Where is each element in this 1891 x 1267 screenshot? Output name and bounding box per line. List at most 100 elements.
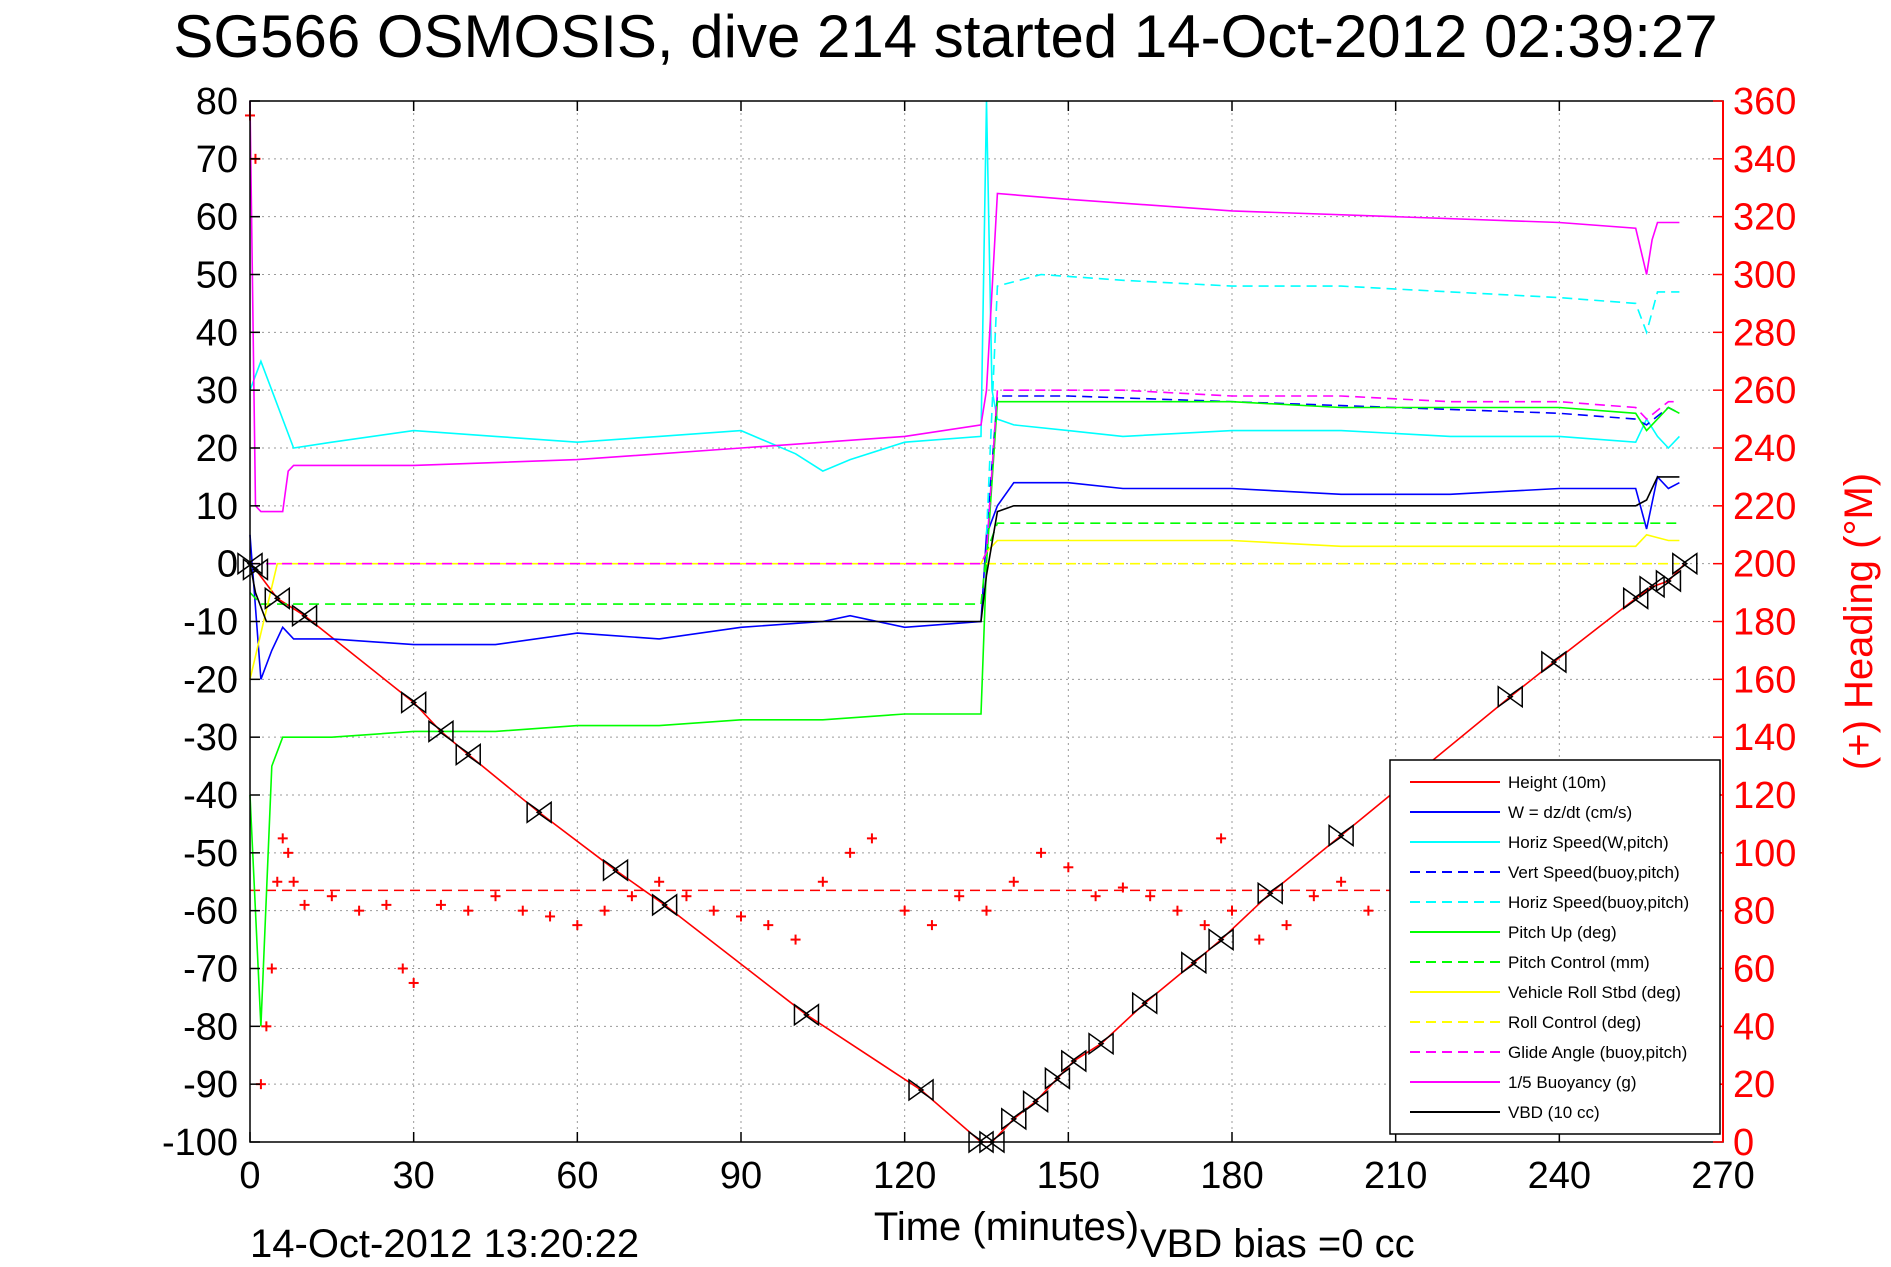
height-marker	[1001, 1107, 1027, 1131]
height-marker-left-triangle	[1010, 1107, 1027, 1131]
height-marker-right-triangle	[1044, 1066, 1061, 1090]
y-tick-label: -70	[183, 949, 238, 991]
heading-point	[708, 905, 719, 916]
height-marker-right-triangle	[1181, 951, 1198, 975]
series-1-5-buoyancy-g	[249, 100, 1680, 513]
y-tick-label: -20	[183, 659, 238, 701]
heading-point	[261, 1021, 272, 1032]
heading-point	[435, 899, 446, 910]
x-tick-label: 150	[1037, 1155, 1100, 1197]
height-marker-right-triangle	[1639, 575, 1656, 599]
y-tick-label: 20	[196, 428, 238, 470]
heading-point	[299, 899, 310, 910]
legend-box	[1389, 759, 1721, 1135]
height-marker	[1257, 881, 1283, 905]
height-marker-right-triangle	[1088, 1032, 1105, 1056]
height-marker-right-triangle	[1328, 824, 1345, 847]
series-horiz-speed-w-pitch	[249, 100, 1680, 472]
height-marker	[291, 604, 318, 628]
heading-point	[354, 905, 365, 916]
series-horiz-speed-buoy-pitch	[985, 273, 1680, 535]
heading-point	[654, 876, 665, 887]
heading-point	[463, 905, 474, 916]
heading-point	[899, 905, 910, 916]
x-tick-label: 30	[393, 1155, 435, 1197]
height-marker-right-triangle	[908, 1078, 925, 1102]
y2-tick-label: 220	[1733, 486, 1796, 528]
y-tick-label: 30	[196, 370, 238, 412]
heading-point	[1117, 882, 1128, 893]
height-marker	[526, 800, 552, 824]
height-marker-left-triangle	[1097, 1032, 1114, 1056]
height-marker-right-triangle	[1257, 881, 1274, 905]
heading-point	[736, 911, 746, 922]
heading-point	[545, 911, 556, 922]
heading-point	[1227, 905, 1237, 916]
height-marker	[1044, 1066, 1071, 1090]
height-marker	[428, 719, 454, 743]
y-tick-label: -50	[183, 833, 238, 875]
legend-label: Horiz Speed(buoy,pitch)	[1508, 893, 1689, 912]
height-marker-left-triangle	[661, 893, 678, 917]
height-marker-left-triangle	[437, 719, 454, 743]
heading-point	[763, 920, 774, 931]
height-marker-right-triangle	[1022, 1090, 1039, 1113]
chart-title: SG566 OSMOSIS, dive 214 started 14-Oct-2…	[173, 3, 1718, 70]
heading-point	[1008, 876, 1019, 887]
height-marker-left-triangle	[803, 1003, 820, 1027]
legend-label: Glide Angle (buoy,pitch)	[1508, 1043, 1687, 1062]
legend: Height (10m) W = dz/dt (cm/s) Horiz Speed(…	[1389, 759, 1721, 1135]
height-marker	[1022, 1090, 1049, 1113]
y-tick-label: -100	[162, 1122, 238, 1164]
series-vert-speed-buoy-pitch	[985, 395, 1680, 535]
height-marker-left-triangle	[1032, 1090, 1049, 1113]
height-marker	[793, 1003, 820, 1027]
x-tick-label: 120	[873, 1155, 936, 1197]
x-axis-label: Time (minutes)	[874, 1205, 1139, 1249]
series-glide-angle-buoy-pitch	[250, 389, 1680, 565]
height-marker	[1655, 569, 1682, 593]
y-tick-label: -10	[183, 602, 238, 644]
legend-label: Pitch Up (deg)	[1508, 923, 1617, 942]
heading-point	[266, 963, 277, 974]
heading-point	[1336, 876, 1347, 887]
heading-point	[1036, 847, 1047, 858]
y-tick-label: 10	[196, 486, 238, 528]
y2-tick-label: 120	[1733, 775, 1796, 817]
height-marker-right-triangle	[428, 719, 445, 743]
height-marker-left-triangle	[1054, 1066, 1071, 1090]
y2-tick-label: 180	[1733, 602, 1796, 644]
height-marker-left-triangle	[1337, 824, 1354, 847]
height-marker-right-triangle	[1541, 650, 1558, 674]
y-tick-label: 70	[196, 139, 238, 181]
legend-label: Horiz Speed(W,pitch)	[1508, 833, 1669, 852]
height-marker-left-triangle	[1681, 552, 1698, 576]
heading-point	[288, 876, 299, 887]
height-marker-right-triangle	[1497, 685, 1514, 709]
heading-point	[1090, 891, 1101, 902]
y-tick-label: 0	[217, 544, 238, 586]
heading-point	[272, 876, 283, 887]
height-marker-left-triangle	[1550, 650, 1567, 674]
axes: 0 30 60 90 120 150 180 210 240 270 80 70 60 50 40 30 20 1…	[162, 81, 1881, 1249]
height-marker	[1541, 650, 1567, 674]
height-marker-left-triangle	[1506, 685, 1523, 709]
height-marker	[1061, 1049, 1087, 1073]
series-vbd-10-cc	[249, 476, 1680, 623]
heading-point	[981, 905, 992, 916]
x-tick-label: 240	[1528, 1155, 1591, 1197]
y2-tick-label: 100	[1733, 833, 1796, 875]
legend-label: 1/5 Buoyancy (g)	[1508, 1073, 1637, 1092]
height-marker	[651, 893, 678, 917]
y-tick-label: -80	[183, 1006, 238, 1048]
legend-label: Pitch Control (mm)	[1508, 953, 1650, 972]
height-marker-right-triangle	[1001, 1107, 1018, 1131]
height-marker	[400, 691, 427, 714]
heading-point	[599, 905, 610, 916]
y2-tick-label: 340	[1733, 139, 1796, 181]
heading-point	[1199, 920, 1210, 931]
y-tick-label: 50	[196, 255, 238, 297]
heading-point	[866, 833, 877, 844]
height-marker	[1672, 552, 1698, 576]
height-marker-left-triangle	[273, 586, 291, 610]
